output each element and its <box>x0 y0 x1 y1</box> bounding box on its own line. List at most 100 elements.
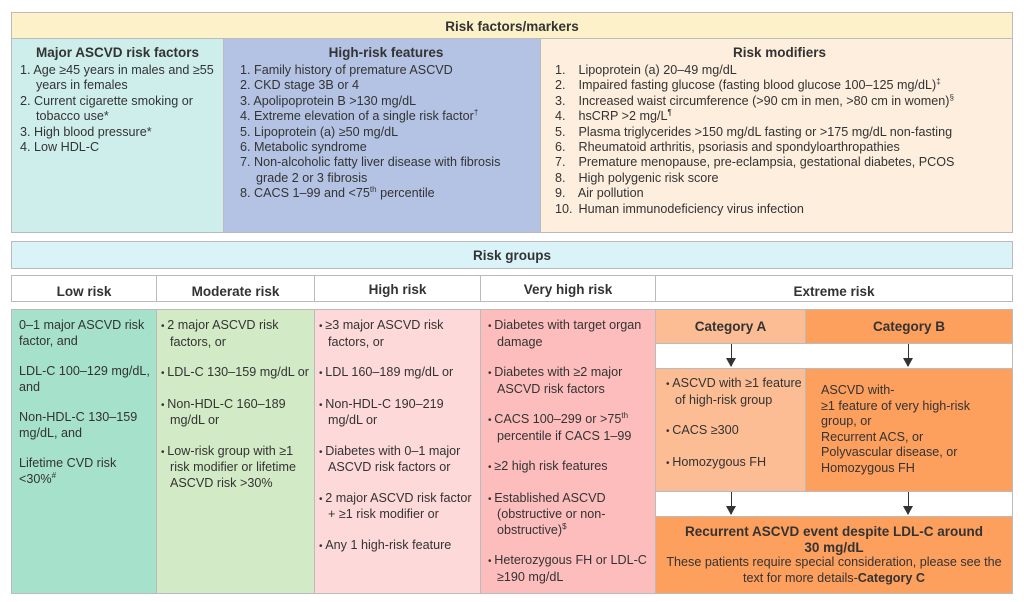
criteria-item: ASCVD with ≥1 feature of high-risk group <box>666 376 802 408</box>
item-text: Lipoprotein (a) ≥50 mg/dL <box>254 124 399 139</box>
item-text: Apolipoprotein B >130 mg/dL <box>253 93 417 108</box>
list-item: 6. Rheumatoid arthritis, psoriasis and s… <box>555 140 1004 155</box>
item-text: Current cigarette smoking or tobacco use… <box>34 93 193 124</box>
list-item: 5. Plasma triglycerides >150 mg/dL fasti… <box>555 125 1004 140</box>
item-text: LDL-C 100–129 mg/dL, and <box>19 364 150 394</box>
item-text: Family history of premature ASCVD <box>254 63 453 77</box>
item-number: 5. <box>240 124 251 139</box>
criteria-item: ≥3 major ASCVD risk factors, or <box>319 318 477 350</box>
footnote-mark: $ <box>562 521 567 531</box>
item-text: Low HDL-C <box>34 140 100 155</box>
criteria-item: Lifetime CVD risk <30%# <box>19 456 150 487</box>
item-number: 4. <box>20 140 31 155</box>
criteria-item: Homozygous FH <box>666 455 802 472</box>
header-extreme-risk: Extreme risk <box>655 275 1013 302</box>
item-number: 6. <box>555 140 566 155</box>
item-number: 1. <box>20 63 31 77</box>
item-text: Air pollution <box>577 186 644 201</box>
risk-modifiers-panel: Risk modifiers 1. Lipoprotein (a) 20–49 … <box>540 38 1013 233</box>
list-item: 1. Age ≥45 years in males and ≥55 years … <box>20 63 215 94</box>
item-text: Impaired fasting glucose (fasting blood … <box>578 78 937 93</box>
low-risk-column: 0–1 major ASCVD risk factor, and LDL-C 10… <box>11 309 157 594</box>
list-item: 1. Lipoprotein (a) 20–49 mg/dL <box>555 63 1004 78</box>
risk-groups-header: Risk groups <box>11 241 1013 269</box>
item-number: 2. <box>20 93 31 108</box>
header-high-risk: High risk <box>314 275 481 302</box>
high-risk-features-panel: High-risk features 1. Family history of … <box>223 38 541 233</box>
list-item: 3. Increased waist circumference (>90 cm… <box>555 93 1004 109</box>
criteria-item: LDL 160–189 mg/dL or <box>319 365 477 382</box>
list-item: 2. Current cigarette smoking or tobacco … <box>20 94 215 125</box>
criteria-item: Diabetes with target organ damage <box>488 318 652 350</box>
item-text: Plasma triglycerides >150 mg/dL fasting … <box>578 124 953 139</box>
category-b-intro: ASCVD with- <box>821 383 895 397</box>
list-item: 9. Air pollution <box>555 186 1004 201</box>
item-text: ≥2 high risk features <box>494 459 608 473</box>
item-text: Age ≥45 years in males and ≥55 years in … <box>33 63 214 93</box>
criteria-item: Any 1 high-risk feature <box>319 538 477 555</box>
risk-modifiers-list: 1. Lipoprotein (a) 20–49 mg/dL 2. Impaire… <box>555 63 1004 217</box>
item-number: 4. <box>240 109 251 124</box>
item-text: hsCRP >2 mg/L <box>578 109 668 124</box>
moderate-risk-column: 2 major ASCVD risk factors, or LDL-C 130–… <box>156 309 315 594</box>
high-risk-features-list: 1. Family history of premature ASCVD 2. C… <box>240 63 532 202</box>
item-text: 2 major ASCVD risk factors, or <box>167 318 279 349</box>
item-text: Non-HDL-C 190–219 mg/dL or <box>325 396 444 428</box>
criteria-item: Diabetes with ≥2 major ASCVD risk factor… <box>488 365 652 397</box>
item-text: Diabetes with 0–1 major ASCVD risk facto… <box>325 443 461 475</box>
item-text: Premature menopause, pre-eclampsia, gest… <box>578 155 955 170</box>
item-text: ≥3 major ASCVD risk factors, or <box>325 318 444 349</box>
header-moderate-risk: Moderate risk <box>156 275 315 302</box>
item-text: Diabetes with ≥2 major ASCVD risk factor… <box>494 365 623 396</box>
criteria-item: Recurrent ACS, or <box>821 429 924 444</box>
item-number: 8. <box>555 170 566 185</box>
item-text: Low-risk group with ≥1 risk modifier or … <box>167 443 296 490</box>
item-text: Rheumatoid arthritis, psoriasis and spon… <box>578 140 900 155</box>
item-number: 3. <box>555 93 566 108</box>
item-text: Human immunodeficiency virus infection <box>578 201 804 216</box>
item-number: 10. <box>555 201 573 216</box>
footnote-mark: th <box>369 185 377 195</box>
high-risk-features-title: High-risk features <box>328 45 444 60</box>
list-item: 6. Metabolic syndrome <box>240 140 532 155</box>
criteria-item: Non-HDL-C 130–159 mg/dL, and <box>19 410 150 441</box>
criteria-item: LDL-C 100–129 mg/dL, and <box>19 364 150 395</box>
item-text-cont: percentile <box>376 186 435 201</box>
footnote-mark: † <box>473 108 479 118</box>
major-risk-factors-title: Major ASCVD risk factors <box>35 45 200 60</box>
risk-factors-header: Risk factors/markers <box>11 12 1013 39</box>
list-item: 4. Low HDL-C <box>20 140 215 155</box>
category-c-text: These patients require special considera… <box>660 555 1008 586</box>
item-number: 2. <box>555 78 566 93</box>
category-b-header: Category B <box>805 309 1013 344</box>
item-number: 3. <box>20 124 31 139</box>
item-number: 4. <box>555 109 566 124</box>
list-item: 8. High polygenic risk score <box>555 171 1004 186</box>
item-text: LDL-C 130–159 mg/dL or <box>167 365 309 379</box>
item-number: 7. <box>555 155 566 170</box>
list-item: 2. CKD stage 3B or 4 <box>240 78 532 93</box>
footnote-mark: # <box>51 470 57 480</box>
item-text: Non-HDL-C 130–159 mg/dL, and <box>19 410 138 440</box>
item-text: Non-alcoholic fatty liver disease with f… <box>254 155 501 185</box>
list-item: 4. hsCRP >2 mg/L¶ <box>555 109 1004 124</box>
category-a-criteria: ASCVD with ≥1 feature of high-risk group… <box>655 368 806 492</box>
criteria-item: Non-HDL-C 160–189 mg/dL or <box>161 397 311 429</box>
major-risk-factors-panel: Major ASCVD risk factors 1. Age ≥45 year… <box>11 38 224 233</box>
criteria-item: Homozygous FH <box>821 460 915 475</box>
item-text: Any 1 high-risk feature <box>325 537 452 552</box>
item-number: 1. <box>240 63 251 77</box>
item-text: High blood pressure* <box>34 124 152 139</box>
criteria-item: Non-HDL-C 190–219 mg/dL or <box>319 397 477 429</box>
item-text: 2 major ASCVD risk factor + ≥1 risk modi… <box>325 490 472 522</box>
item-text: CACS 100–299 or >75 <box>494 412 622 426</box>
very-high-risk-column: Diabetes with target organ damage Diabete… <box>480 309 656 594</box>
criteria-item: 2 major ASCVD risk factor + ≥1 risk modi… <box>319 491 477 523</box>
category-b-criteria: ASCVD with- ≥1 feature of very high-risk… <box>805 368 1013 492</box>
item-text: Lipoprotein (a) 20–49 mg/dL <box>578 63 737 77</box>
footnote-mark: ‡ <box>936 77 941 87</box>
list-item: 8. CACS 1–99 and <75th percentile <box>240 186 532 201</box>
item-text: LDL 160–189 mg/dL or <box>325 365 454 379</box>
criteria-item: ≥2 high risk features <box>488 459 652 476</box>
criteria-item: Polyvascular disease, or <box>821 445 958 459</box>
